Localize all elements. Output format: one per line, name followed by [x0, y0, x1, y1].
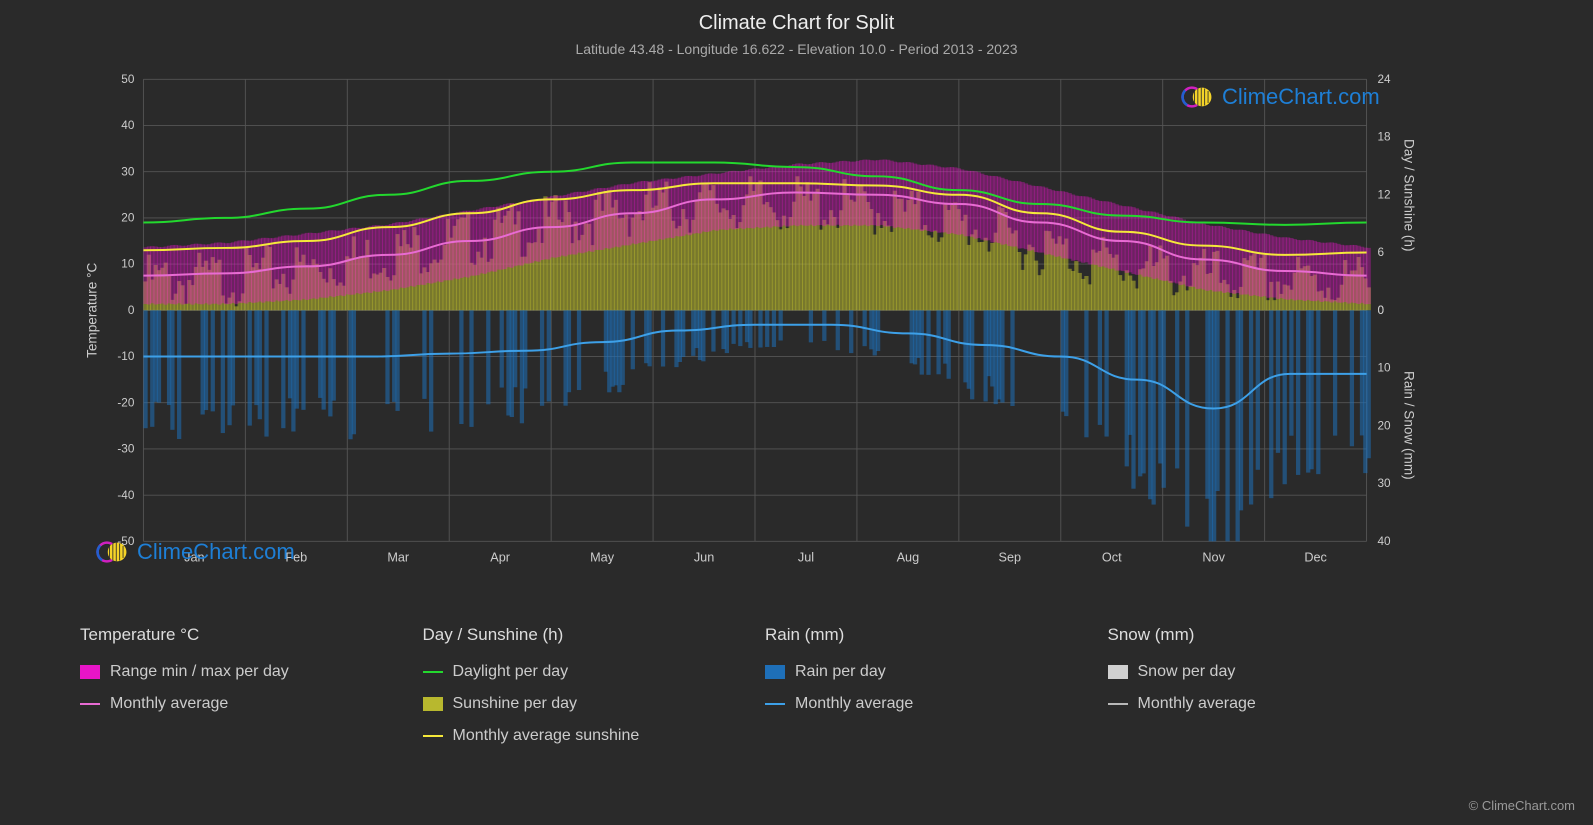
svg-text:-30: -30 — [117, 443, 134, 456]
legend-item-rain: Rain per day — [765, 663, 1088, 681]
legend-label: Monthly average — [795, 695, 913, 713]
rain-bars — [143, 310, 1370, 541]
svg-text:-40: -40 — [117, 489, 134, 502]
legend-label: Monthly average — [110, 695, 228, 713]
legend-item-temp-avg: Monthly average — [80, 695, 403, 713]
legend-label: Snow per day — [1138, 663, 1236, 681]
legend-label: Monthly average sunshine — [453, 727, 640, 745]
swatch-daylight — [423, 671, 443, 673]
svg-text:40: 40 — [1377, 535, 1391, 548]
svg-text:Mar: Mar — [387, 550, 410, 564]
swatch-temp-range — [80, 665, 100, 679]
chart-svg: -50-40-30-20-1001020304050 0612182401020… — [80, 68, 1430, 578]
right-axis-lower-title: Rain / Snow (mm) — [1402, 371, 1417, 480]
legend-label: Sunshine per day — [453, 695, 578, 713]
svg-text:30: 30 — [1377, 477, 1391, 490]
swatch-snow — [1108, 665, 1128, 679]
right-axis-ticks: 06121824010203040 — [1377, 73, 1391, 548]
legend-item-sunshine: Sunshine per day — [423, 695, 746, 713]
legend-item-temp-range: Range min / max per day — [80, 663, 403, 681]
legend-item-snow: Snow per day — [1108, 663, 1431, 681]
svg-text:30: 30 — [121, 165, 135, 178]
svg-text:6: 6 — [1377, 246, 1384, 259]
legend-col-rain: Rain (mm) Rain per day Monthly average — [765, 625, 1088, 745]
legend-label: Rain per day — [795, 663, 886, 681]
chart-area: -50-40-30-20-1001020304050 0612182401020… — [80, 68, 1430, 578]
legend-col-temp: Temperature °C Range min / max per day M… — [80, 625, 403, 745]
chart-subtitle: Latitude 43.48 - Longitude 16.622 - Elev… — [0, 35, 1593, 57]
watermark-bottom: ClimeChart.com — [95, 535, 295, 569]
svg-text:Oct: Oct — [1102, 550, 1122, 564]
svg-text:10: 10 — [1377, 362, 1391, 375]
watermark-text: ClimeChart.com — [1222, 84, 1380, 110]
svg-text:18: 18 — [1377, 131, 1391, 144]
legend-item-rain-avg: Monthly average — [765, 695, 1088, 713]
legend-head-temp: Temperature °C — [80, 625, 403, 645]
right-axis-upper-title: Day / Sunshine (h) — [1402, 139, 1417, 251]
legend-item-daylight: Daylight per day — [423, 663, 746, 681]
left-axis-title: Temperature °C — [84, 263, 99, 358]
legend-item-sunshine-avg: Monthly average sunshine — [423, 727, 746, 745]
legend-label: Monthly average — [1138, 695, 1256, 713]
swatch-snow-avg — [1108, 703, 1128, 705]
svg-text:Aug: Aug — [897, 550, 920, 564]
svg-text:0: 0 — [128, 304, 135, 317]
legend-col-snow: Snow (mm) Snow per day Monthly average — [1108, 625, 1431, 745]
svg-text:Jun: Jun — [694, 550, 714, 564]
legend-label: Range min / max per day — [110, 663, 289, 681]
swatch-sunshine-avg — [423, 735, 443, 737]
svg-text:0: 0 — [1377, 304, 1384, 317]
svg-text:-10: -10 — [117, 350, 134, 363]
svg-text:Sep: Sep — [999, 550, 1022, 564]
svg-text:Apr: Apr — [490, 550, 510, 564]
svg-text:Dec: Dec — [1304, 550, 1327, 564]
climegraph-logo-icon — [1180, 80, 1214, 114]
svg-text:20: 20 — [1377, 419, 1391, 432]
swatch-temp-avg — [80, 703, 100, 705]
svg-text:40: 40 — [121, 119, 135, 132]
svg-text:-20: -20 — [117, 396, 134, 409]
chart-title: Climate Chart for Split — [0, 0, 1593, 35]
svg-text:Jul: Jul — [798, 550, 814, 564]
legend-col-day: Day / Sunshine (h) Daylight per day Suns… — [423, 625, 746, 745]
legend-head-rain: Rain (mm) — [765, 625, 1088, 645]
legend-item-snow-avg: Monthly average — [1108, 695, 1431, 713]
left-axis-ticks: -50-40-30-20-1001020304050 — [117, 73, 134, 548]
watermark-top: ClimeChart.com — [1180, 80, 1380, 114]
legend: Temperature °C Range min / max per day M… — [80, 625, 1430, 745]
swatch-rain — [765, 665, 785, 679]
legend-head-day: Day / Sunshine (h) — [423, 625, 746, 645]
climegraph-logo-icon — [95, 535, 129, 569]
legend-head-snow: Snow (mm) — [1108, 625, 1431, 645]
svg-text:10: 10 — [121, 258, 135, 271]
legend-label: Daylight per day — [453, 663, 569, 681]
watermark-text: ClimeChart.com — [137, 539, 295, 565]
svg-text:May: May — [590, 550, 615, 564]
svg-text:20: 20 — [121, 212, 135, 225]
svg-text:Nov: Nov — [1202, 550, 1225, 564]
month-ticks: JanFebMarAprMayJunJulAugSepOctNovDec — [184, 550, 1327, 564]
svg-text:12: 12 — [1377, 188, 1390, 201]
svg-text:50: 50 — [121, 73, 135, 86]
swatch-rain-avg — [765, 703, 785, 705]
swatch-sunshine — [423, 697, 443, 711]
copyright-text: © ClimeChart.com — [1469, 798, 1575, 813]
